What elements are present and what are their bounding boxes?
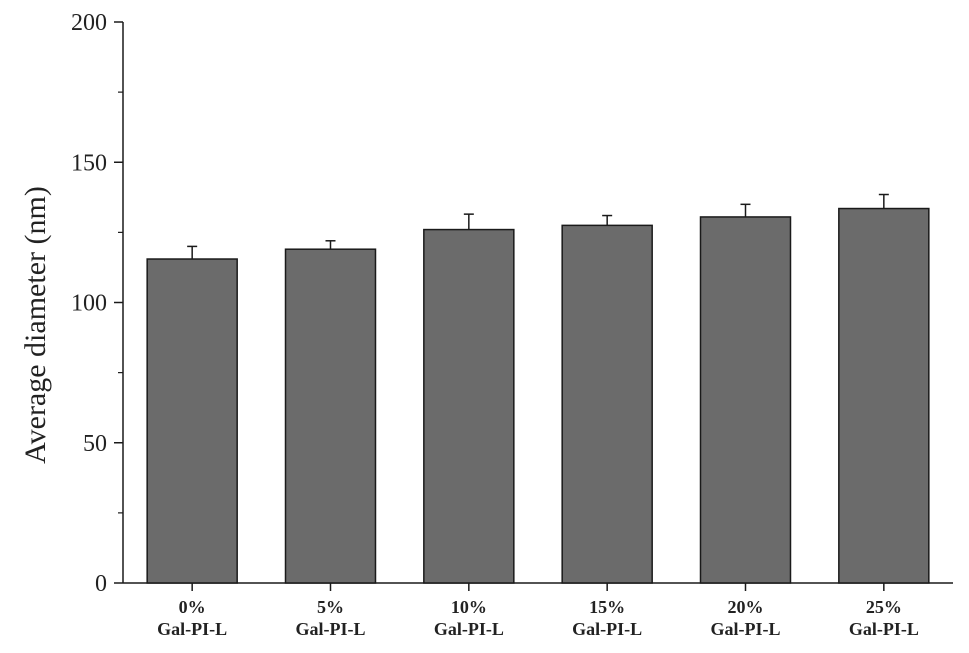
x-tick-label-line1: 20% (728, 597, 764, 617)
x-tick-label-line2: Gal-PI-L (849, 619, 919, 639)
x-tick-label-line2: Gal-PI-L (434, 619, 504, 639)
bar (699, 216, 792, 584)
x-tick-label-line2: Gal-PI-L (296, 619, 366, 639)
x-tick-label-line2: Gal-PI-L (157, 619, 227, 639)
x-tick-label-line2: Gal-PI-L (572, 619, 642, 639)
y-tick-label: 0 (95, 571, 107, 597)
plot-area: 0501001502000%Gal-PI-L5%Gal-PI-L10%Gal-P… (71, 10, 953, 639)
y-tick-label: 50 (83, 431, 107, 457)
bar (146, 258, 238, 584)
y-tick-label: 200 (71, 10, 107, 36)
x-tick-label-line1: 0% (179, 597, 206, 617)
bar (284, 248, 377, 584)
x-tick-label-line1: 25% (866, 597, 902, 617)
y-tick-label: 100 (71, 291, 107, 317)
bar (838, 207, 930, 584)
bar (423, 228, 515, 584)
x-tick-label-line2: Gal-PI-L (711, 619, 781, 639)
bar (561, 224, 653, 584)
x-tick-label-line1: 5% (317, 597, 344, 617)
y-axis-title: Average diameter (nm) (19, 186, 52, 464)
y-tick-label: 150 (71, 150, 107, 176)
x-tick-label-line1: 10% (451, 597, 487, 617)
x-tick-label-line1: 15% (589, 597, 625, 617)
